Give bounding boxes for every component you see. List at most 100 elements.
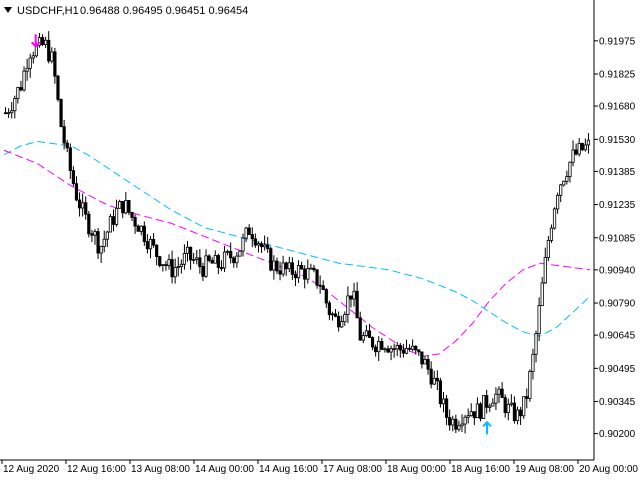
candle-bull <box>81 202 85 209</box>
candle-bear <box>290 262 294 275</box>
candle-bear <box>155 244 159 257</box>
candle-bear <box>90 233 94 236</box>
candle-bear <box>259 243 264 248</box>
candle-bull <box>263 244 267 248</box>
candle-bull <box>93 231 97 236</box>
candle-bear <box>253 238 257 246</box>
candle-bull <box>466 415 470 418</box>
candle-bull <box>559 184 563 196</box>
candle-bear <box>407 347 412 350</box>
candle-bear <box>293 274 298 279</box>
candle-bull <box>583 144 587 151</box>
chart-header: USDCHF,H1 0.96488 0.96495 0.96451 0.9645… <box>4 5 248 17</box>
candle-bull <box>105 231 109 240</box>
triangle-down-icon[interactable] <box>4 7 12 13</box>
candle-bear <box>500 388 504 398</box>
time-tick-label: 18 Aug 00:00 <box>387 464 446 475</box>
candle-bear <box>56 75 60 100</box>
candle-bull <box>330 313 335 316</box>
candle-bear <box>170 259 174 278</box>
candle-bull <box>108 216 113 233</box>
candle-bull <box>364 330 368 336</box>
candle-bull <box>463 416 467 425</box>
candle-bear <box>53 51 57 77</box>
candle-bear <box>321 285 325 290</box>
candle-bull <box>176 266 180 268</box>
candle-bull <box>306 268 310 280</box>
time-tick-label: 19 Aug 08:00 <box>515 464 574 475</box>
candle-bull <box>124 200 128 214</box>
candle-bear <box>414 345 418 351</box>
price-tick-label: 0.91235 <box>599 200 636 211</box>
time-tick-label: 12 Aug 16:00 <box>67 464 126 475</box>
candle-bear <box>275 260 279 272</box>
candle-bear <box>229 250 233 259</box>
time-tick-label: 18 Aug 16:00 <box>451 464 510 475</box>
candle-bull <box>139 225 143 232</box>
candle-bull <box>494 393 498 404</box>
candle-bear <box>503 397 507 413</box>
candle-bull <box>13 98 17 112</box>
candle-bull <box>343 314 347 323</box>
price-tick-label: 0.90200 <box>599 429 636 440</box>
candle-bull <box>244 227 248 239</box>
candle-bull <box>565 176 569 182</box>
candle-bear <box>216 255 220 268</box>
time-tick-label: 20 Aug 00:00 <box>579 464 638 475</box>
candle-bear <box>485 395 489 408</box>
candle-bull <box>531 353 535 372</box>
candle-bull <box>204 255 208 277</box>
price-axis[interactable]: 0.91975 0.91825 0.91680 0.91530 0.91385 0.912… <box>594 36 636 440</box>
candle-bear <box>478 403 483 419</box>
candle-bear <box>3 112 8 115</box>
price-tick-label: 0.91975 <box>599 36 636 47</box>
candle-bear <box>300 265 304 270</box>
candle-bull <box>383 348 387 351</box>
candle-bull <box>552 208 557 229</box>
candle-bear <box>374 346 378 353</box>
candle-bull <box>102 238 106 247</box>
candle-bull <box>281 262 285 275</box>
candle-bear <box>136 225 140 232</box>
candle-bull <box>460 423 464 427</box>
candle-bear <box>318 284 322 287</box>
candle-bear <box>444 398 449 418</box>
candle-bull <box>361 335 365 341</box>
candle-bear <box>133 217 137 227</box>
candle-bull <box>99 246 103 254</box>
candle-bull <box>50 51 54 62</box>
candle-bull <box>543 257 547 284</box>
candle-bear <box>142 225 146 243</box>
candle-bull <box>488 405 492 408</box>
candle-bear <box>380 341 384 350</box>
candle-bull <box>432 377 436 385</box>
buy-arrow-icon <box>482 420 492 435</box>
candle-bull <box>148 239 153 250</box>
candle-bear <box>62 126 66 144</box>
candle-bear <box>201 266 205 277</box>
candle-bull <box>340 321 344 328</box>
candle-bear <box>250 234 254 240</box>
candle-bear <box>247 227 251 235</box>
candle-bull <box>515 409 520 422</box>
candle-bull <box>509 402 513 405</box>
candle-bull <box>556 194 560 210</box>
candle-bull <box>451 418 455 426</box>
candle-bear <box>65 142 69 149</box>
candle-bull <box>481 395 486 419</box>
symbol-timeframe: USDCHF,H1 <box>17 5 79 17</box>
candle-bear <box>438 380 443 405</box>
candle-bear <box>435 377 439 382</box>
candle-bear <box>386 348 390 353</box>
candle-bull <box>404 347 409 354</box>
candle-bear <box>324 289 328 304</box>
candle-bull <box>182 253 187 265</box>
candle-bear <box>349 295 353 300</box>
time-tick-label: 17 Aug 08:00 <box>323 464 382 475</box>
time-axis[interactable]: 12 Aug 2020 12 Aug 16:00 13 Aug 08:00 14 Au… <box>1 460 638 475</box>
candle-bear <box>429 368 433 385</box>
candle-bear <box>151 239 156 246</box>
indicator-line <box>3 140 591 337</box>
candle-bull <box>568 161 572 177</box>
